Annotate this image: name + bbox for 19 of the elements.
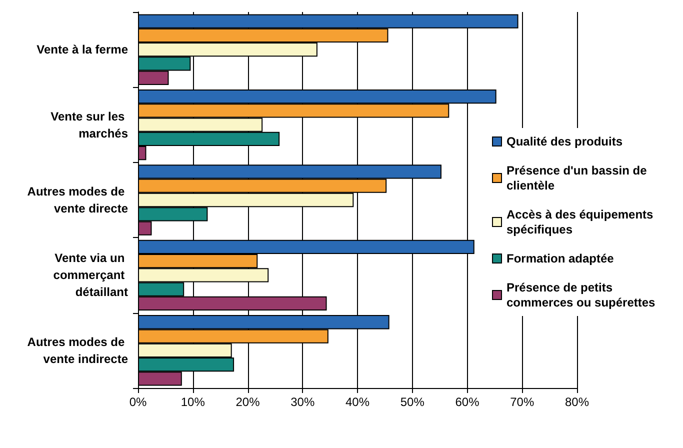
y-tick-label: Autres modes de vente indirecte	[27, 334, 128, 366]
x-tick-label: 20%	[236, 395, 260, 409]
y-tick-label: Vente sur les marchés	[50, 109, 128, 140]
y-tick-label: Vente à la ferme	[36, 42, 128, 57]
x-tick-label: 70%	[510, 395, 534, 409]
x-tick-label: 60%	[455, 395, 480, 409]
legend-label: Qualité des produits	[506, 134, 623, 148]
y-tick-label: Vente via un commerçant détaillant	[53, 251, 128, 300]
legend-label: Présence d'un bassin de clientèle	[506, 164, 650, 192]
legend-label: Présence de petits commerces ou supérettes	[506, 280, 656, 310]
y-tick-label: Autres modes de vente directe	[27, 184, 128, 216]
x-tick-label: 0%	[129, 395, 147, 409]
x-tick-label: 50%	[400, 395, 425, 409]
legend-label: Accès à des équipements spécifiques	[506, 208, 657, 236]
x-tick-label: 80%	[564, 395, 590, 409]
x-tick-label: 30%	[290, 395, 315, 409]
legend-label: Formation adaptée	[506, 252, 614, 266]
x-tick-label: 40%	[345, 395, 370, 409]
x-tick-label: 10%	[180, 395, 206, 409]
